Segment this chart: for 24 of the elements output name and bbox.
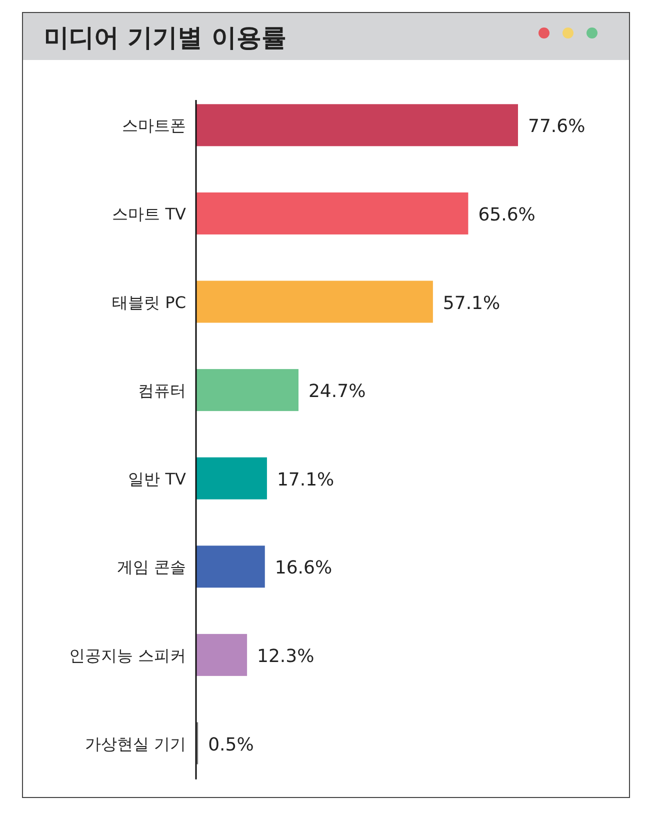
data-label: 17.1% — [276, 469, 334, 490]
bar — [196, 192, 468, 234]
y-tick-label: 게임 콘솔 — [116, 558, 186, 577]
bar — [196, 457, 267, 500]
y-tick-label: 인공지능 스피커 — [68, 646, 186, 665]
y-tick-label: 가상현실 기기 — [84, 734, 186, 754]
bar — [196, 546, 265, 588]
data-label: 0.5% — [208, 734, 254, 756]
y-tick-label: 태블릿 PC — [112, 292, 186, 312]
chart-title: 미디어 기기별 이용률 — [44, 23, 286, 52]
data-label: 57.1% — [442, 292, 500, 314]
bar — [196, 104, 518, 146]
y-tick-label: 스마트 TV — [112, 204, 186, 224]
data-label: 24.7% — [308, 381, 366, 402]
bar — [196, 634, 248, 676]
data-label: 65.6% — [478, 204, 536, 226]
data-label: 16.6% — [274, 558, 332, 579]
data-label: 77.6% — [528, 116, 586, 138]
bar — [196, 369, 298, 412]
y-tick-label: 일반 TV — [128, 469, 186, 488]
data-label: 12.3% — [257, 646, 314, 667]
y-tick-label: 스마트폰 — [122, 116, 186, 136]
bar — [196, 280, 433, 323]
y-tick-label: 컴퓨터 — [138, 381, 186, 400]
